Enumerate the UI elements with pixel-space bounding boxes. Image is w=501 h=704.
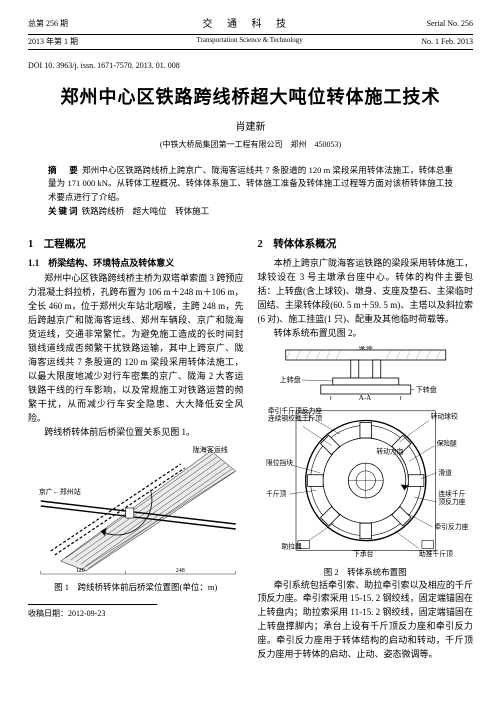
section-2-p2: 转体系统布置见图 2。	[258, 327, 474, 341]
section-1-1-heading: 1.1 桥梁结构、环境特点及转体意义	[28, 257, 244, 270]
column-left: 1 工程概况 1.1 桥梁结构、环境特点及转体意义 郑州中心区铁路跨线桥主桥为双…	[28, 232, 244, 662]
fig2-label-lower: 下转盘	[415, 385, 436, 394]
author-affiliation: (中铁大桥局集团第一工程有限公司 郑州 450053)	[28, 139, 473, 150]
fig2-arrow-label: 转动方向	[376, 446, 403, 455]
fig1-label-jg: 京广←郑州站	[39, 487, 81, 496]
fig2-section-label: A-A	[358, 394, 370, 401]
journal-header-bottom: 2013 年第 1 期 Transportation Science & Tec…	[28, 36, 473, 50]
issue-right-2: No. 1 Feb. 2013	[421, 36, 473, 47]
abstract-label: 摘 要	[48, 165, 80, 175]
fig2-l10: 滑道	[438, 468, 452, 477]
abstract-block: 摘 要 郑州中心区铁路跨线桥上跨京广、陇海客运线共 7 条股道的 120 m 梁…	[28, 164, 473, 218]
figure-1-caption: 图 1 跨线桥转体前后桥梁位置图(单位：m)	[28, 582, 244, 594]
abstract-text: 郑州中心区铁路跨线桥上跨京广、陇海客运线共 7 条股道的 120 m 梁段采用转…	[48, 165, 453, 202]
section-1-1-p2: 跨线桥转体前后桥梁位置关系见图 1。	[28, 426, 244, 440]
issue-left-2: 2013 年第 1 期	[28, 36, 78, 47]
fig2-l7: 助拉器	[281, 541, 302, 550]
figure-2-caption: 图 2 转体系统布置图	[258, 567, 474, 579]
figure-2: 梁体 上转盘 下转盘 A-A	[258, 346, 474, 578]
fig2-l12b: 顶反力座	[438, 497, 465, 506]
issue-right-1: Serial No. 256	[427, 18, 473, 32]
fig2-l3: 限位挡块	[265, 458, 292, 467]
fig2-label-upper: 上转盘	[279, 375, 300, 384]
section-2-heading: 2 转体体系概况	[258, 238, 474, 253]
author-name: 肖建新	[28, 121, 473, 135]
journal-title-cn: 交 通 科 技	[68, 18, 427, 32]
received-date: 收稿日期：2012-09-23	[28, 604, 157, 619]
fig2-l5: 转动球铰	[430, 412, 457, 421]
fig2-l4: 千斤顶	[265, 489, 286, 498]
journal-title-en: Transportation Science & Technology	[78, 36, 421, 46]
section-2-p1: 本桥上跨京广陇海客运铁路的梁段采用转体施工，球铰设在 3 号主墩承台座中心。转体…	[258, 257, 474, 327]
fig1-dim-1: 120	[76, 568, 85, 574]
fig2-l11: 牵引反力座	[434, 522, 468, 531]
doi: DOI 10. 3963/j. issn. 1671-7570. 2013. 0…	[28, 60, 473, 71]
fig2-l14: 下承台	[353, 549, 374, 558]
column-right: 2 转体体系概况 本桥上跨京广陇海客运铁路的梁段采用转体施工，球铰设在 3 号主…	[258, 232, 474, 662]
fig2-l1: 牵引千斤顶反力座	[267, 406, 321, 415]
fig2-l6: 保险腿	[436, 439, 457, 448]
fig1-dim-2: 248	[176, 568, 185, 574]
section-2-p3: 牵引系统包括牵引索、助拉牵引索以及相应的千斤顶反力座。牵引索采用 15-15. …	[258, 579, 474, 663]
fig2-label-beam: 梁体	[358, 346, 372, 351]
article-title: 郑州中心区铁路跨线桥超大吨位转体施工技术	[28, 85, 473, 110]
fig1-label-lh: 陇海客运线	[193, 446, 228, 454]
fig2-l2: 连续钢绞线千斤顶	[267, 414, 321, 423]
fig2-l13: 助推千斤顶	[419, 549, 453, 558]
section-1-1-p1: 郑州中心区铁路跨线桥主桥为双塔单索面 3 跨预应力混凝土斜拉桥，孔跨布置为 10…	[28, 272, 244, 425]
keywords-text: 铁路跨线桥 超大吨位 转体施工	[82, 206, 210, 216]
keywords-label: 关键词	[48, 206, 80, 216]
fig2-l12a: 连续千斤	[438, 489, 465, 498]
issue-left-1: 总第 256 期	[28, 18, 68, 32]
section-1-heading: 1 工程概况	[28, 238, 244, 253]
journal-header-top: 总第 256 期 交 通 科 技 Serial No. 256	[28, 18, 473, 35]
figure-1: 京广←郑州站 陇海客运线 120 248 图 1 跨线桥转体前后桥梁位置图(单位…	[28, 446, 244, 594]
